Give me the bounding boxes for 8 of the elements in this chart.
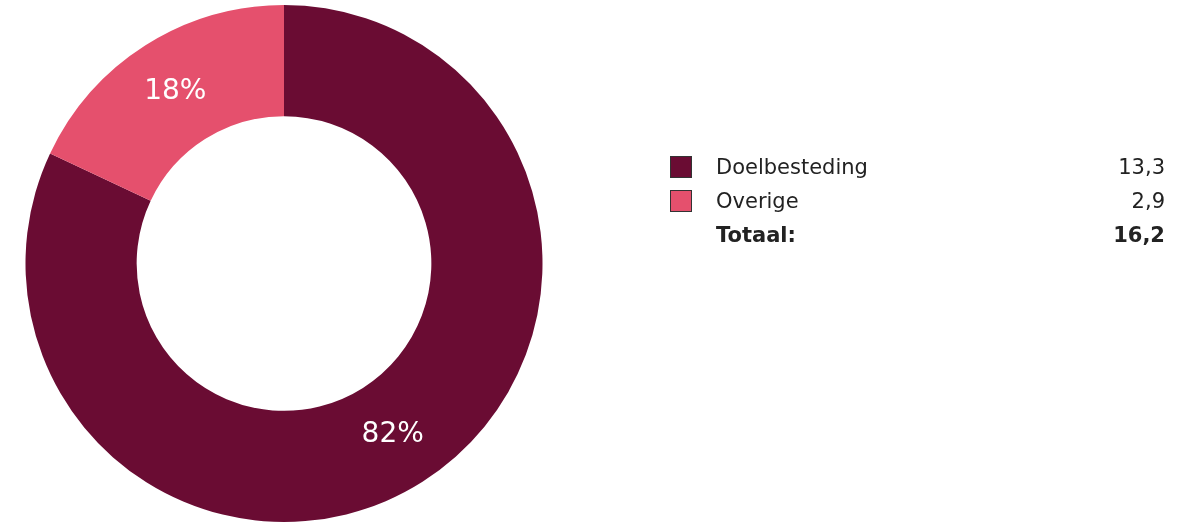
legend-label: Doelbesteding (716, 155, 869, 179)
text: 13,3 (1118, 155, 1165, 179)
legend-label: Overige (716, 189, 800, 213)
text: 2,9 (1131, 189, 1165, 213)
data-label: 82% (361, 416, 424, 450)
text: 16,2 (1113, 223, 1165, 247)
text: Totaal: (716, 223, 797, 247)
data-label: 18% (144, 73, 207, 107)
